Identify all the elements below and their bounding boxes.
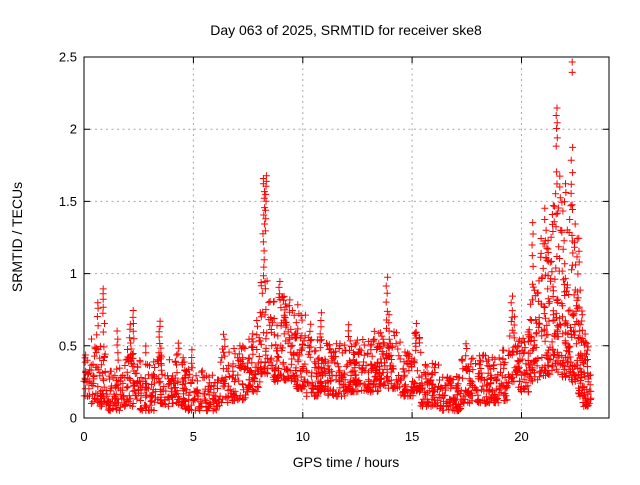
x-tick-labels: 0 5 10 15 20 [80,429,528,444]
x-tick-label: 0 [80,429,87,444]
x-tick-label: 20 [514,429,528,444]
y-tick-labels: 0 0.5 1 1.5 2 2.5 [59,50,77,426]
y-tick-label: 1.5 [59,194,77,209]
x-tick-label: 10 [296,429,310,444]
y-tick-label: 2.5 [59,50,77,65]
plot-border [83,56,610,419]
chart-title: Day 063 of 2025, SRMTID for receiver ske… [210,22,482,38]
y-axis-label: SRMTID / TECUs [9,182,25,292]
y-tick-label: 0.5 [59,338,77,353]
x-axis-label: GPS time / hours [293,454,400,470]
x-tick-label: 5 [190,429,197,444]
x-tick-label: 15 [405,429,419,444]
y-tick-label: 2 [70,122,77,137]
y-tick-label: 0 [70,411,77,426]
scatter-data-points [80,58,595,415]
y-tick-label: 1 [70,266,77,281]
